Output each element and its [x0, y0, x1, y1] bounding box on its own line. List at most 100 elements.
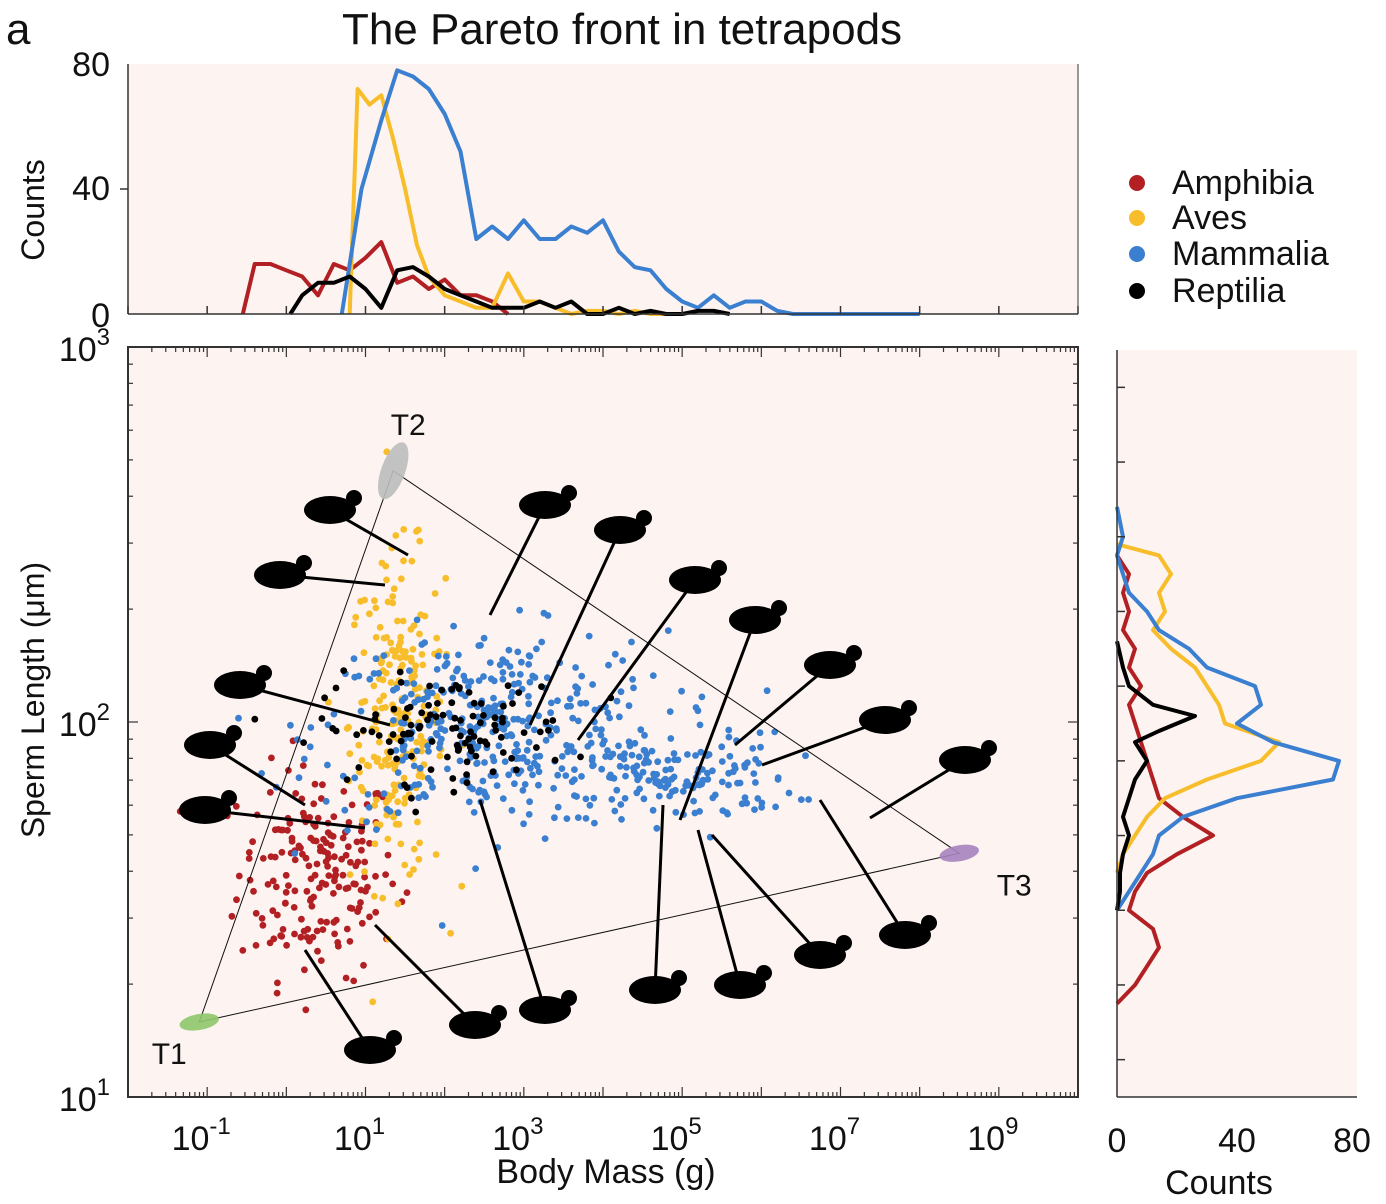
- data-point-mammalia: [558, 753, 566, 760]
- data-point-amphibia: [358, 827, 365, 835]
- data-point-mammalia: [698, 778, 706, 786]
- data-point-mammalia: [755, 760, 763, 767]
- data-point-amphibia: [308, 902, 316, 910]
- data-point-mammalia: [554, 803, 562, 811]
- data-point-mammalia: [763, 687, 771, 695]
- data-point-aves: [415, 526, 422, 534]
- data-point-mammalia: [480, 788, 488, 796]
- data-point-mammalia: [516, 606, 523, 614]
- data-point-aves: [351, 621, 358, 629]
- data-point-reptilia: [402, 714, 409, 721]
- sparrow-icon: [254, 555, 312, 589]
- data-point-amphibia: [311, 823, 319, 830]
- data-point-amphibia: [346, 904, 354, 912]
- data-point-mammalia: [322, 797, 330, 805]
- data-point-amphibia: [285, 882, 292, 889]
- data-point-mammalia: [750, 770, 758, 777]
- data-point-reptilia: [536, 728, 544, 736]
- data-point-aves: [417, 732, 425, 740]
- frog-head: [386, 1030, 402, 1046]
- data-point-amphibia: [286, 820, 294, 827]
- data-point-reptilia: [355, 764, 363, 771]
- pointer-line: [696, 829, 742, 986]
- data-point-aves: [374, 755, 382, 763]
- data-point-aves: [371, 597, 378, 605]
- pointer-line: [818, 799, 907, 936]
- elephant-icon: [879, 915, 937, 949]
- data-point-aves: [369, 998, 377, 1006]
- data-point-mammalia: [526, 798, 533, 806]
- data-point-amphibia: [283, 941, 290, 949]
- data-point-mammalia: [489, 753, 497, 761]
- data-point-mammalia: [654, 778, 662, 786]
- data-point-reptilia: [542, 718, 550, 726]
- data-point-mammalia: [684, 751, 691, 758]
- data-point-amphibia: [314, 814, 322, 822]
- data-point-mammalia: [324, 721, 332, 729]
- data-point-mammalia: [590, 794, 598, 802]
- data-point-mammalia: [724, 810, 731, 818]
- data-point-mammalia: [718, 743, 726, 751]
- data-point-mammalia: [613, 786, 621, 794]
- data-point-reptilia: [448, 686, 456, 693]
- data-point-reptilia: [426, 682, 433, 690]
- data-point-mammalia: [623, 764, 630, 771]
- data-point-mammalia: [666, 792, 673, 800]
- data-point-mammalia: [621, 750, 628, 758]
- data-point-mammalia: [372, 655, 380, 663]
- data-point-mammalia: [609, 750, 617, 758]
- main-xtick-exponent: 5: [688, 1113, 701, 1140]
- data-point-aves: [379, 676, 387, 684]
- data-point-reptilia: [368, 728, 376, 736]
- data-point-amphibia: [269, 877, 277, 885]
- data-point-mammalia: [519, 787, 527, 794]
- data-point-amphibia: [270, 935, 278, 943]
- data-point-mammalia: [672, 786, 679, 794]
- data-point-mammalia: [589, 754, 596, 761]
- data-point-mammalia: [521, 781, 529, 788]
- main-plot-background: [128, 347, 1078, 1097]
- data-point-mammalia: [571, 776, 578, 783]
- main-ytick-exponent: 2: [97, 699, 110, 726]
- legend-label-reptilia: Reptilia: [1172, 272, 1285, 310]
- right-xtick-label: 80: [1333, 1122, 1371, 1160]
- data-point-mammalia: [406, 667, 413, 674]
- data-point-aves: [382, 669, 390, 677]
- data-point-amphibia: [245, 849, 253, 856]
- data-point-mammalia: [295, 774, 303, 782]
- data-point-amphibia: [403, 889, 411, 896]
- data-point-mammalia: [649, 672, 657, 679]
- data-point-mammalia: [567, 702, 574, 710]
- main-ytick-label: 101: [59, 1074, 110, 1119]
- data-point-mammalia: [616, 762, 624, 770]
- data-point-mammalia: [698, 693, 706, 701]
- pointer-line: [528, 529, 622, 726]
- frog-body: [344, 1036, 396, 1064]
- data-point-aves: [325, 698, 332, 706]
- data-point-mammalia: [756, 729, 764, 737]
- ostrich-head: [846, 645, 862, 661]
- data-point-amphibia: [299, 850, 306, 858]
- data-point-amphibia: [342, 885, 350, 892]
- data-point-amphibia: [354, 858, 362, 866]
- data-point-mammalia: [300, 755, 308, 763]
- data-point-mammalia: [438, 922, 446, 929]
- data-point-mammalia: [738, 800, 746, 808]
- data-point-mammalia: [530, 759, 538, 767]
- data-point-mammalia: [364, 791, 372, 798]
- data-point-reptilia: [448, 699, 456, 707]
- data-point-aves: [442, 574, 450, 582]
- pointer-line: [303, 949, 372, 1051]
- data-point-mammalia: [445, 709, 453, 717]
- ostrich-body: [804, 651, 856, 679]
- pointer-line: [678, 619, 757, 821]
- data-point-mammalia: [607, 771, 614, 779]
- data-point-mammalia: [578, 773, 585, 780]
- data-point-reptilia: [480, 712, 487, 719]
- data-point-reptilia: [538, 683, 545, 690]
- data-point-amphibia: [312, 837, 320, 845]
- data-point-mammalia: [704, 775, 712, 783]
- data-point-mammalia: [679, 787, 687, 795]
- legend-marker-aves: [1129, 210, 1145, 226]
- data-point-aves: [394, 798, 402, 806]
